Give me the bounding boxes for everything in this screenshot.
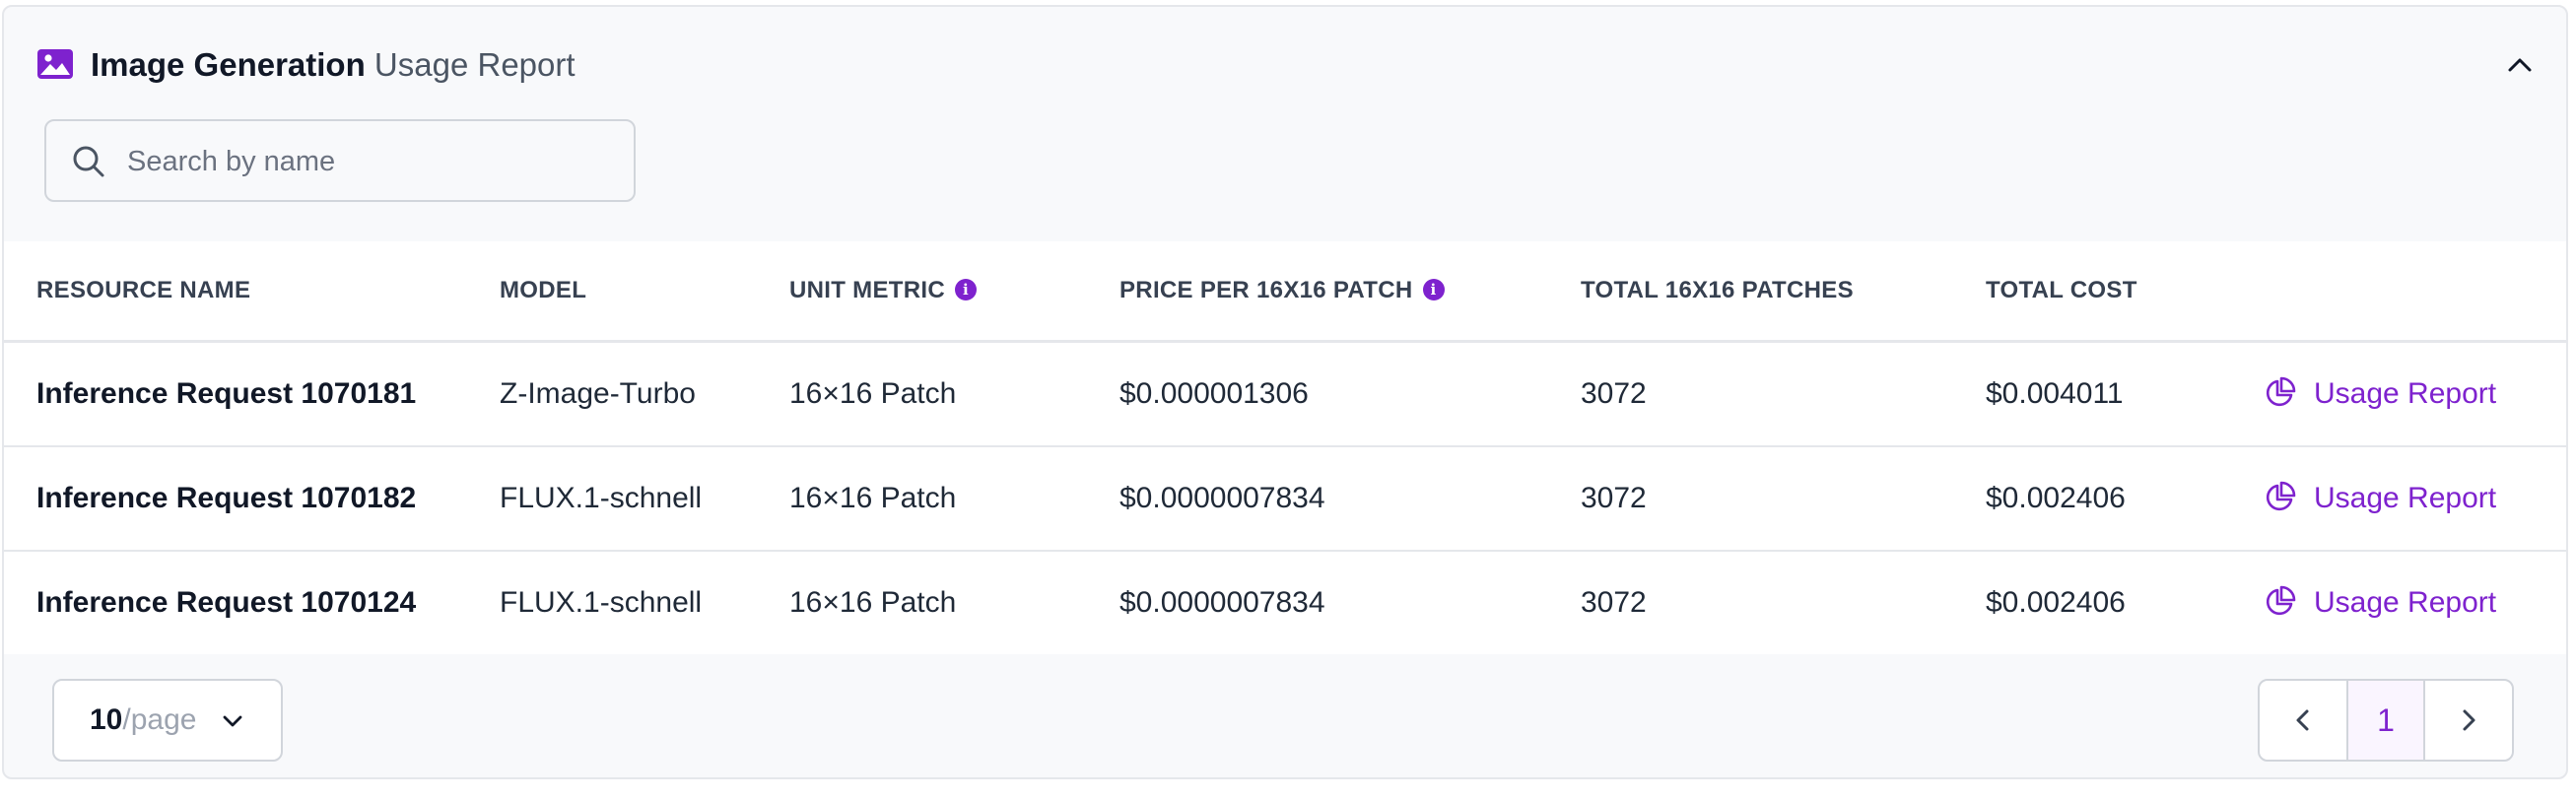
- usage-report-link[interactable]: Usage Report: [2265, 343, 2496, 445]
- table-row: Inference Request 1070124 FLUX.1-schnell…: [4, 552, 2566, 654]
- table-footer: 10/page 1: [4, 649, 2566, 777]
- usage-report-link[interactable]: Usage Report: [2265, 447, 2496, 550]
- unit-metric: 16×16 Patch: [789, 377, 957, 410]
- chevron-right-icon: [2463, 709, 2475, 731]
- usage-report-label: Usage Report: [2314, 482, 2497, 514]
- chevron-up-icon[interactable]: [2503, 48, 2537, 82]
- total-patches: 3072: [1581, 377, 1647, 410]
- table-row: Inference Request 1070182 FLUX.1-schnell…: [4, 447, 2566, 552]
- next-page-button[interactable]: [2425, 681, 2512, 760]
- column-header-total-cost: TOTAL COST: [1986, 277, 2137, 303]
- chevron-down-icon: [223, 715, 242, 727]
- page-size-number: 10: [90, 703, 123, 736]
- pie-chart-icon: [2266, 481, 2296, 511]
- usage-report-label: Usage Report: [2314, 377, 2497, 410]
- chevron-left-icon: [2296, 709, 2309, 731]
- price: $0.000001306: [1119, 377, 1309, 410]
- column-header-model: MODEL: [500, 277, 587, 303]
- column-header-total-patches: TOTAL 16X16 PATCHES: [1581, 277, 1854, 303]
- page-size-select[interactable]: 10/page: [52, 679, 283, 762]
- search-input[interactable]: [125, 121, 622, 202]
- usage-report-card: Image Generation Usage Report RESOURCE N…: [2, 5, 2568, 779]
- page-size-value: 10/page: [90, 681, 196, 760]
- column-header-unit-metric-label: UNIT METRIC: [789, 277, 945, 303]
- previous-page-button[interactable]: [2260, 681, 2346, 760]
- usage-report-label: Usage Report: [2314, 586, 2497, 619]
- price: $0.0000007834: [1119, 482, 1325, 514]
- resource-name: Inference Request 1070124: [36, 586, 417, 619]
- total-patches: 3072: [1581, 586, 1647, 619]
- usage-report-link[interactable]: Usage Report: [2265, 552, 2496, 654]
- title-light: Usage Report: [373, 46, 576, 83]
- model: FLUX.1-schnell: [500, 586, 703, 619]
- total-cost: $0.004011: [1986, 377, 2124, 410]
- column-header-price-label: PRICE PER 16X16 PATCH: [1119, 277, 1413, 303]
- page-button-current[interactable]: 1: [2346, 681, 2425, 760]
- unit-metric: 16×16 Patch: [789, 586, 957, 619]
- unit-metric: 16×16 Patch: [789, 482, 957, 514]
- column-header-unit-metric: UNIT METRIC i: [789, 241, 977, 340]
- model: FLUX.1-schnell: [500, 482, 703, 514]
- resource-name: Inference Request 1070182: [36, 482, 417, 514]
- table-row: Inference Request 1070181 Z-Image-Turbo …: [4, 343, 2566, 447]
- usage-table: RESOURCE NAME MODEL UNIT METRIC i PRICE P…: [4, 241, 2566, 654]
- title-strong: Image Generation: [91, 46, 366, 83]
- table-header: RESOURCE NAME MODEL UNIT METRIC i PRICE P…: [4, 241, 2566, 343]
- total-cost: $0.002406: [1986, 482, 2126, 514]
- pagination: 1: [2258, 679, 2514, 762]
- total-patches: 3072: [1581, 482, 1647, 514]
- page-title: Image Generation Usage Report: [91, 45, 576, 85]
- column-header-price: PRICE PER 16X16 PATCH i: [1119, 241, 1445, 340]
- card-header[interactable]: Image Generation Usage Report: [4, 7, 2566, 123]
- resource-name: Inference Request 1070181: [36, 377, 417, 410]
- page-size-suffix: /page: [122, 703, 197, 736]
- search-icon: [73, 146, 104, 177]
- pie-chart-icon: [2266, 376, 2296, 407]
- search-box: [44, 119, 636, 202]
- info-icon[interactable]: i: [954, 278, 977, 300]
- price: $0.0000007834: [1119, 586, 1325, 619]
- info-icon[interactable]: i: [1422, 278, 1445, 300]
- column-header-resource-name: RESOURCE NAME: [36, 277, 251, 303]
- image-icon: [37, 49, 73, 79]
- total-cost: $0.002406: [1986, 586, 2126, 619]
- model: Z-Image-Turbo: [500, 377, 696, 410]
- pie-chart-icon: [2266, 585, 2296, 616]
